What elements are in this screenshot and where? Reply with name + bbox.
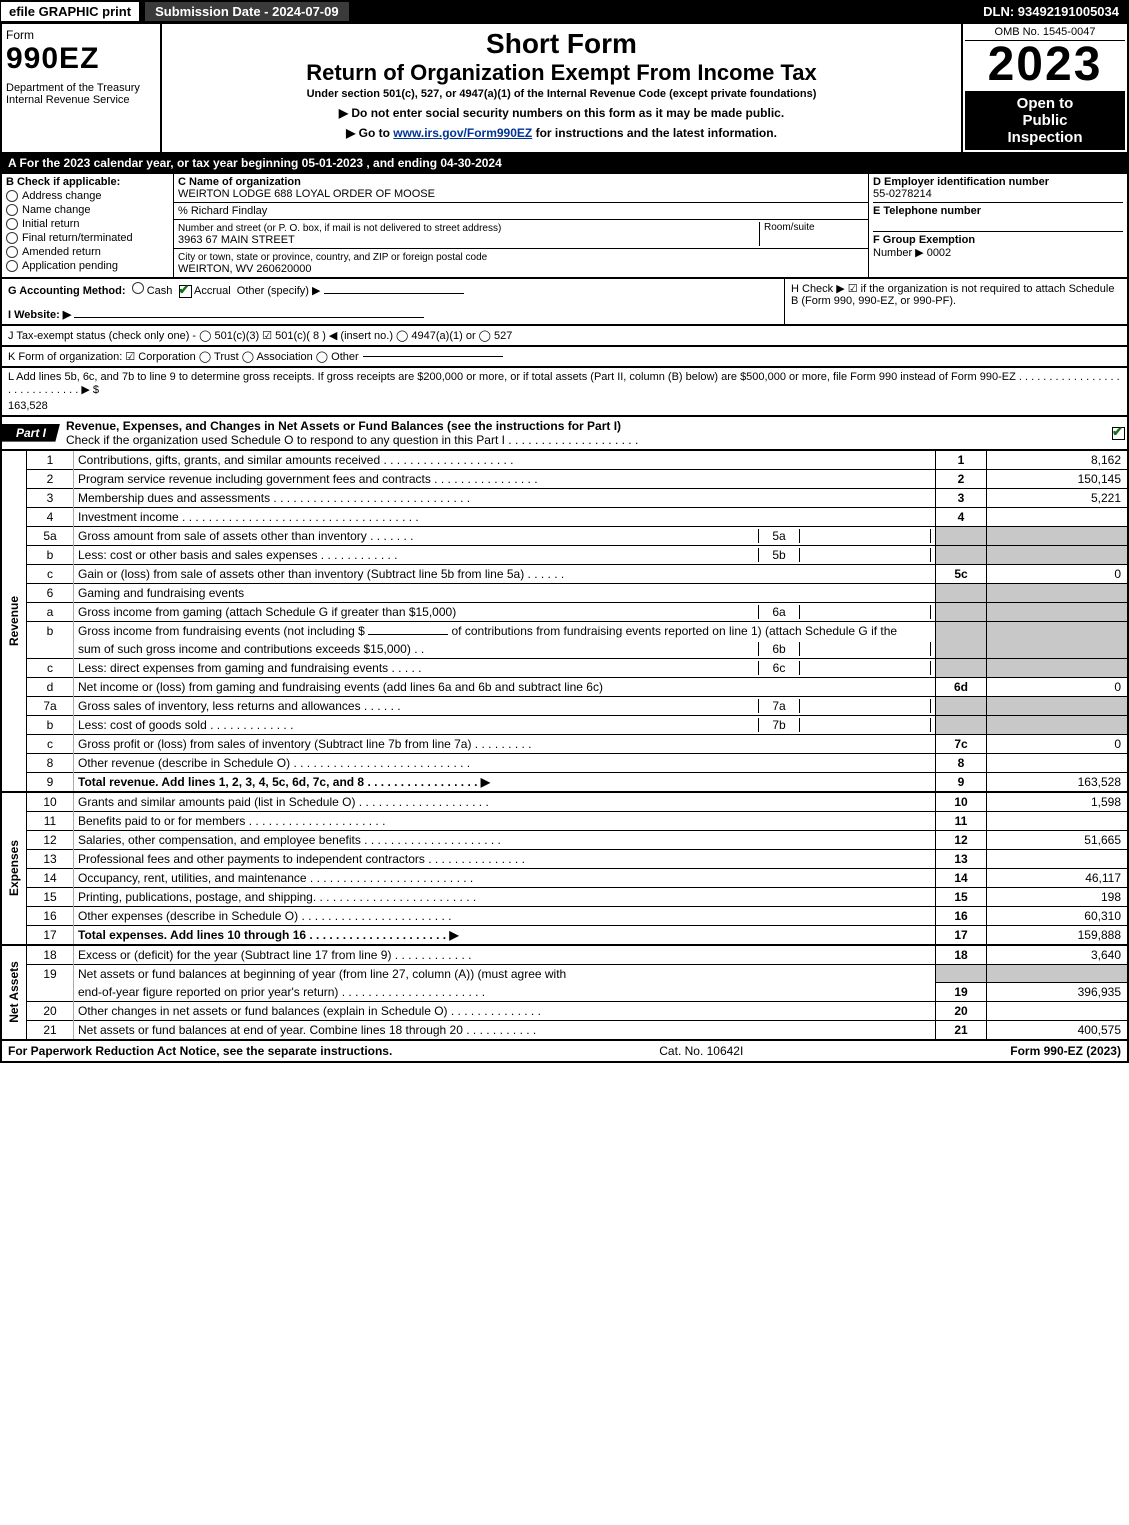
cb-final-return[interactable]: Final return/terminated: [6, 232, 169, 244]
side-expenses: Expenses: [7, 840, 21, 896]
part-i-tab: Part I: [2, 424, 60, 442]
amt-20: [987, 1002, 1128, 1021]
amt-1: 8,162: [987, 451, 1128, 470]
amt-8: [987, 753, 1128, 772]
part-i-check-text: Check if the organization used Schedule …: [66, 433, 638, 447]
e-phone-label: E Telephone number: [873, 202, 1123, 217]
dept-treasury: Department of the Treasury Internal Reve…: [6, 82, 156, 106]
form-word: Form: [6, 28, 156, 42]
d-ein-label: D Employer identification number: [873, 176, 1123, 188]
amt-4: [987, 507, 1128, 526]
j-tax-exempt: J Tax-exempt status (check only one) - ◯…: [8, 329, 512, 342]
amt-3: 5,221: [987, 488, 1128, 507]
footer-formid: Form 990-EZ (2023): [1010, 1044, 1121, 1058]
c-label: C Name of organization: [178, 176, 301, 188]
footer-left: For Paperwork Reduction Act Notice, see …: [8, 1044, 392, 1058]
row-j: J Tax-exempt status (check only one) - ◯…: [0, 326, 1129, 347]
amt-13: [987, 849, 1128, 868]
h-schedule-b: H Check ▶ ☑ if the organization is not r…: [784, 279, 1127, 324]
row-l: L Add lines 5b, 6c, and 7b to line 9 to …: [0, 368, 1129, 417]
side-netassets: Net Assets: [7, 962, 21, 1024]
cb-application-pending[interactable]: Application pending: [6, 260, 169, 272]
tax-year: 2023: [965, 41, 1125, 89]
room-suite-label: Room/suite: [759, 222, 864, 246]
amt-11: [987, 811, 1128, 830]
l-text: L Add lines 5b, 6c, and 7b to line 9 to …: [8, 371, 1121, 396]
return-title: Return of Organization Exempt From Incom…: [168, 60, 955, 86]
part-i-checkbox[interactable]: [1112, 427, 1125, 440]
k-form-org: K Form of organization: ☑ Corporation ◯ …: [8, 350, 359, 363]
k-other-line[interactable]: [363, 356, 503, 357]
form-footer: For Paperwork Reduction Act Notice, see …: [0, 1041, 1129, 1063]
i-website-label: I Website: ▶: [8, 309, 71, 321]
amt-19: 396,935: [987, 983, 1128, 1002]
under-section: Under section 501(c), 527, or 4947(a)(1)…: [168, 88, 955, 100]
form-header: Form 990EZ Department of the Treasury In…: [0, 22, 1129, 154]
b-title: B Check if applicable:: [6, 176, 169, 188]
g-accrual-cb[interactable]: [179, 285, 192, 298]
efile-print[interactable]: efile GRAPHIC print: [0, 1, 140, 22]
dln: DLN: 93492191005034: [973, 2, 1129, 21]
city-state-zip: WEIRTON, WV 260620000: [178, 263, 312, 275]
website-line[interactable]: [74, 317, 424, 318]
submission-date: Submission Date - 2024-07-09: [144, 1, 350, 22]
form-number: 990EZ: [6, 42, 156, 76]
short-form-title: Short Form: [168, 28, 955, 60]
care-of: % Richard Findlay: [174, 203, 868, 220]
f-group-label: F Group Exemption: [873, 231, 1123, 246]
amt-21: 400,575: [987, 1021, 1128, 1040]
amt-18: 3,640: [987, 946, 1128, 965]
part-i-title: Revenue, Expenses, and Changes in Net As…: [66, 419, 621, 433]
goto-row: ▶ Go to www.irs.gov/Form990EZ for instru…: [168, 126, 955, 140]
row-k: K Form of organization: ☑ Corporation ◯ …: [0, 347, 1129, 368]
side-revenue: Revenue: [7, 596, 21, 646]
org-name: WEIRTON LODGE 688 LOYAL ORDER OF MOOSE: [178, 188, 435, 200]
row-gh: G Accounting Method: Cash Accrual Other …: [0, 279, 1129, 326]
street-address: 3963 67 MAIN STREET: [178, 234, 295, 246]
f-group-number: Number ▶ 0002: [873, 246, 1123, 259]
amt-6d: 0: [987, 677, 1128, 696]
goto-post: for instructions and the latest informat…: [532, 126, 777, 140]
g-label: G Accounting Method:: [8, 285, 126, 297]
l-amount: 163,528: [8, 400, 48, 412]
g-other-line[interactable]: [324, 293, 464, 294]
revenue-section: Revenue 1Contributions, gifts, grants, a…: [0, 451, 1129, 793]
amt-5c: 0: [987, 564, 1128, 583]
goto-pre: ▶ Go to: [346, 126, 393, 140]
amt-15: 198: [987, 887, 1128, 906]
section-bcd: B Check if applicable: Address change Na…: [0, 174, 1129, 279]
amt-2: 150,145: [987, 469, 1128, 488]
open-public-badge: Open to Public Inspection: [965, 91, 1125, 150]
netassets-section: Net Assets 18Excess or (deficit) for the…: [0, 946, 1129, 1042]
amt-14: 46,117: [987, 868, 1128, 887]
top-bar: efile GRAPHIC print Submission Date - 20…: [0, 0, 1129, 22]
cb-name-change[interactable]: Name change: [6, 204, 169, 216]
cb-address-change[interactable]: Address change: [6, 190, 169, 202]
amt-10: 1,598: [987, 793, 1128, 812]
amt-16: 60,310: [987, 906, 1128, 925]
amt-9: 163,528: [987, 772, 1128, 791]
row-a-period: A For the 2023 calendar year, or tax yea…: [0, 154, 1129, 174]
amt-12: 51,665: [987, 830, 1128, 849]
amt-17: 159,888: [987, 925, 1128, 944]
cb-initial-return[interactable]: Initial return: [6, 218, 169, 230]
amt-7c: 0: [987, 734, 1128, 753]
addr-label: Number and street (or P. O. box, if mail…: [178, 223, 501, 234]
irs-link[interactable]: www.irs.gov/Form990EZ: [393, 126, 532, 140]
ssn-warning: ▶ Do not enter social security numbers o…: [168, 106, 955, 120]
footer-catno: Cat. No. 10642I: [659, 1044, 743, 1058]
g-cash-radio[interactable]: [132, 282, 144, 294]
ein-value: 55-0278214: [873, 188, 1123, 200]
cb-amended-return[interactable]: Amended return: [6, 246, 169, 258]
part-i-header: Part I Revenue, Expenses, and Changes in…: [0, 417, 1129, 451]
expenses-section: Expenses 10Grants and similar amounts pa…: [0, 793, 1129, 946]
6b-amount-line[interactable]: [368, 634, 448, 635]
city-label: City or town, state or province, country…: [178, 252, 487, 263]
